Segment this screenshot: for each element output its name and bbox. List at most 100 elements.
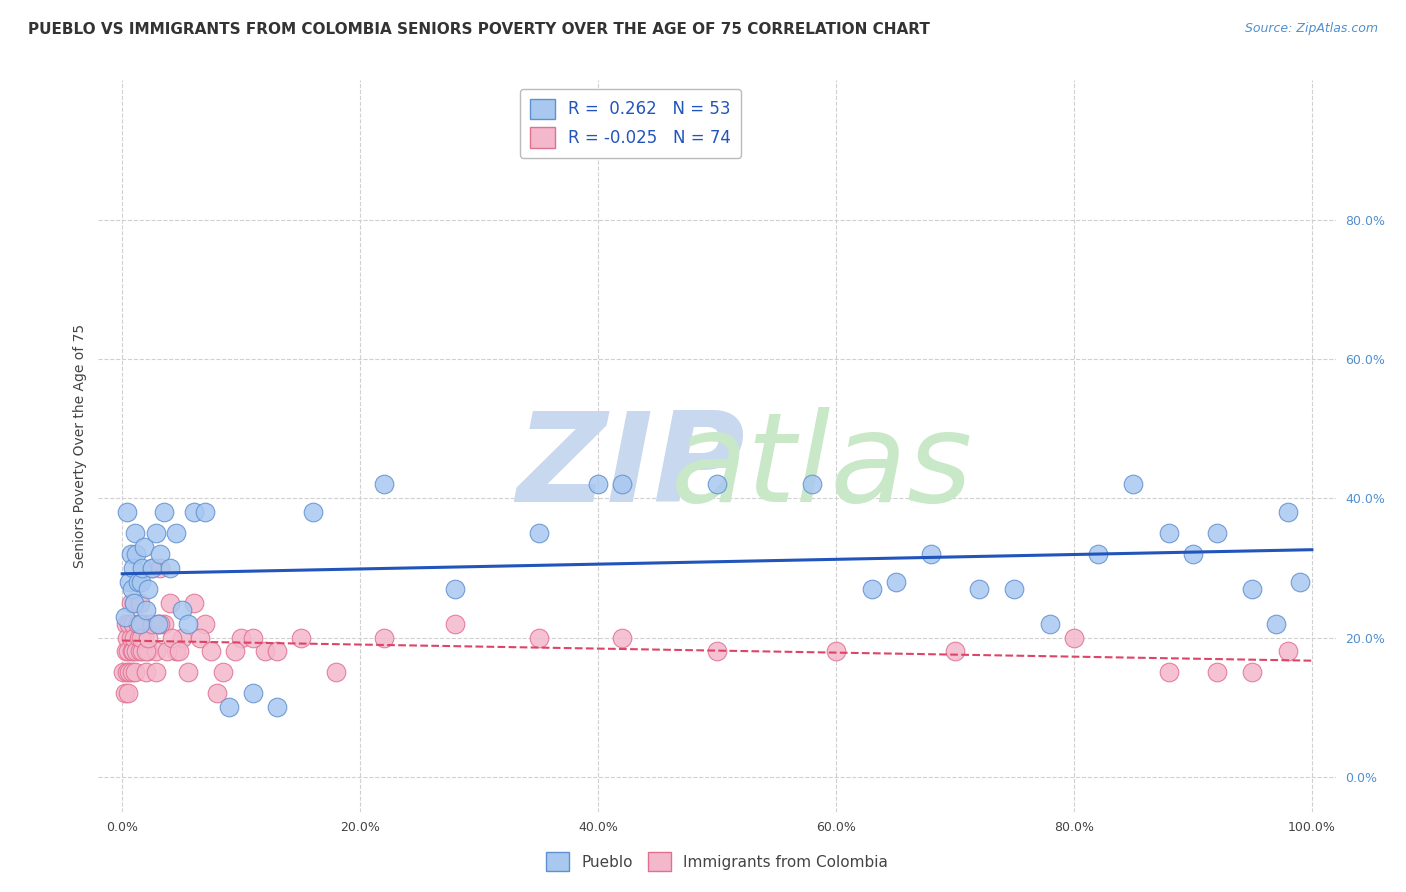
Point [1159,526,1181,541]
Point [117,644,139,658]
Point [160,631,183,645]
Point [1039,616,1062,631]
Point [141,561,163,575]
Point [121,644,143,658]
Point [138,582,160,596]
Point [129,574,152,589]
Point [706,477,728,491]
Point [114,686,136,700]
Point [253,644,276,658]
Point [176,665,198,680]
Point [325,665,347,680]
Point [860,582,883,596]
Point [118,574,141,589]
Text: PUEBLO VS IMMIGRANTS FROM COLOMBIA SENIORS POVERTY OVER THE AGE OF 75 CORRELATIO: PUEBLO VS IMMIGRANTS FROM COLOMBIA SENIO… [28,22,929,37]
Point [920,547,942,561]
Point [149,616,172,631]
Point [131,561,153,575]
Point [290,631,312,645]
Point [266,700,288,714]
Point [149,547,172,561]
Point [149,561,172,575]
Point [183,596,205,610]
Point [125,547,148,561]
Text: atlas: atlas [671,408,973,528]
Point [200,644,222,658]
Point [159,561,181,575]
Point [170,631,193,645]
Point [145,644,167,658]
Point [610,477,633,491]
Point [122,596,145,610]
Point [212,665,235,680]
Point [118,665,141,680]
Point [610,631,633,645]
Point [706,644,728,658]
Point [183,505,205,519]
Point [801,477,824,491]
Point [1205,665,1227,680]
Point [125,644,148,658]
Y-axis label: Seniors Poverty Over the Age of 75: Seniors Poverty Over the Age of 75 [73,324,87,568]
Point [1004,582,1026,596]
Point [153,505,176,519]
Point [586,477,609,491]
Point [156,644,179,658]
Point [1181,547,1204,561]
Point [231,631,253,645]
Point [131,644,153,658]
Point [224,644,246,658]
Point [129,616,152,631]
Point [122,644,145,658]
Point [153,616,176,631]
Point [1277,505,1299,519]
Point [165,644,187,658]
Point [112,665,135,680]
Point [373,631,395,645]
Point [266,644,288,658]
Point [122,561,145,575]
Point [165,526,187,541]
Point [1277,644,1299,658]
Point [132,631,155,645]
Point [135,665,157,680]
Point [127,574,149,589]
Point [127,616,149,631]
Point [1205,526,1227,541]
Point [138,644,160,658]
Point [1241,582,1264,596]
Point [121,582,143,596]
Point [444,616,467,631]
Point [124,526,146,541]
Point [120,596,142,610]
Point [135,603,157,617]
Point [242,686,264,700]
Point [242,631,264,645]
Point [527,631,550,645]
Point [118,616,141,631]
Point [444,582,467,596]
Point [1289,574,1312,589]
Point [141,561,163,575]
Point [122,631,145,645]
Text: ZIP: ZIP [516,408,745,528]
Point [135,644,157,658]
Point [170,603,193,617]
Point [129,631,152,645]
Point [114,616,136,631]
Point [1265,616,1288,631]
Point [129,616,152,631]
Point [114,609,136,624]
Point [1087,547,1109,561]
Point [115,665,138,680]
Point [169,644,191,658]
Point [120,631,142,645]
Point [218,700,240,714]
Point [129,644,152,658]
Point [943,644,966,658]
Point [146,616,169,631]
Point [1159,665,1181,680]
Point [114,644,136,658]
Point [884,574,907,589]
Point [194,505,217,519]
